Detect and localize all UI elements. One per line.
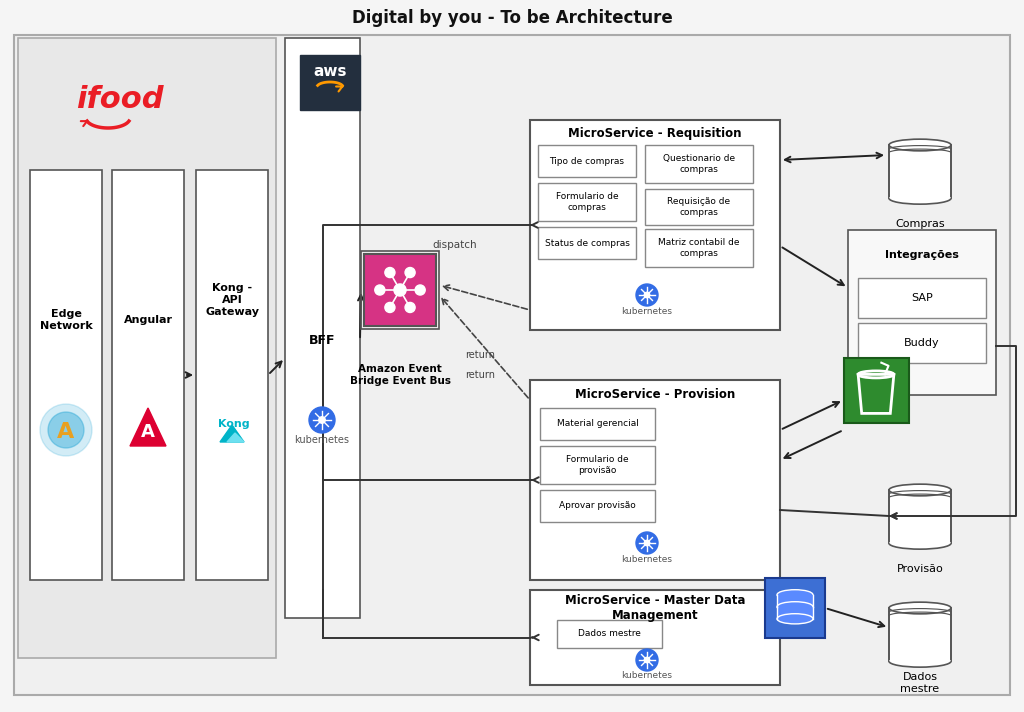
Ellipse shape [777, 614, 813, 624]
Bar [645, 229, 753, 267]
Text: return: return [465, 370, 495, 380]
Text: Formulario de
provisão: Formulario de provisão [566, 455, 629, 475]
Text: Questionario de
compras: Questionario de compras [663, 155, 735, 174]
Polygon shape [220, 425, 244, 442]
Bar [777, 607, 813, 619]
Text: kubernetes: kubernetes [622, 555, 673, 563]
Text: aws: aws [313, 65, 347, 80]
Bar [540, 408, 655, 440]
Text: Kong -
API
Gateway: Kong - API Gateway [205, 283, 259, 317]
Bar [889, 608, 951, 661]
Text: SAP: SAP [911, 293, 933, 303]
Text: dispatch: dispatch [433, 240, 477, 250]
Circle shape [318, 417, 326, 423]
Text: Provisão: Provisão [897, 564, 943, 574]
Ellipse shape [777, 602, 813, 612]
Text: MicroService - Master Data
Management: MicroService - Master Data Management [565, 594, 745, 622]
Bar [765, 578, 825, 638]
Text: A: A [141, 423, 155, 441]
Circle shape [644, 657, 650, 663]
Bar [364, 254, 436, 326]
Circle shape [636, 284, 658, 306]
Circle shape [309, 407, 335, 433]
Text: Digital by you - To be Architecture: Digital by you - To be Architecture [351, 9, 673, 27]
Ellipse shape [889, 139, 951, 151]
Text: Buddy: Buddy [904, 338, 940, 348]
Circle shape [40, 404, 92, 456]
Text: Aprovar provisão: Aprovar provisão [559, 501, 636, 511]
Text: Amazon Event
Bridge Event Bus: Amazon Event Bridge Event Bus [349, 365, 451, 386]
Text: Requisição de
compras: Requisição de compras [668, 197, 730, 216]
Bar [777, 595, 813, 607]
Text: kubernetes: kubernetes [295, 435, 349, 445]
Bar [18, 38, 276, 658]
Bar [530, 590, 780, 685]
Text: kubernetes: kubernetes [622, 671, 673, 681]
Polygon shape [227, 433, 244, 442]
Bar [538, 183, 636, 221]
Text: Edge
Network: Edge Network [40, 309, 92, 331]
Text: Integrações: Integrações [885, 250, 958, 260]
Bar [540, 446, 655, 484]
Text: Formulario de
compras: Formulario de compras [556, 192, 618, 211]
Bar [848, 230, 996, 395]
Ellipse shape [889, 538, 951, 549]
Bar [889, 490, 951, 543]
Circle shape [385, 268, 395, 278]
Text: Dados
mestre: Dados mestre [900, 672, 940, 693]
Text: Tipo de compras: Tipo de compras [550, 157, 625, 165]
Text: BFF: BFF [309, 333, 335, 347]
Circle shape [385, 303, 395, 313]
Text: Angular: Angular [124, 315, 172, 325]
Ellipse shape [889, 656, 951, 667]
Text: MicroService - Provision: MicroService - Provision [574, 387, 735, 400]
Ellipse shape [889, 484, 951, 496]
Bar [196, 170, 268, 580]
Ellipse shape [889, 602, 951, 614]
Circle shape [415, 285, 425, 295]
Bar [285, 38, 360, 618]
Text: Kong: Kong [218, 419, 250, 429]
Circle shape [644, 540, 650, 546]
Bar [361, 251, 439, 329]
Bar [858, 278, 986, 318]
Circle shape [394, 284, 407, 296]
Text: Compras: Compras [895, 219, 945, 229]
Bar [540, 490, 655, 522]
Text: Material gerencial: Material gerencial [557, 419, 638, 429]
Bar [538, 227, 636, 259]
Bar [645, 145, 753, 183]
Text: Dados mestre: Dados mestre [579, 629, 641, 639]
Bar [530, 380, 780, 580]
Ellipse shape [777, 590, 813, 600]
Circle shape [48, 412, 84, 448]
Circle shape [375, 285, 385, 295]
Bar [30, 170, 102, 580]
Text: ifood: ifood [76, 85, 164, 115]
Bar [530, 120, 780, 330]
Circle shape [636, 532, 658, 554]
Bar [557, 620, 662, 648]
Circle shape [406, 303, 415, 313]
Circle shape [636, 649, 658, 671]
Bar [889, 145, 951, 199]
Text: A: A [57, 422, 75, 442]
Circle shape [644, 292, 650, 298]
Circle shape [406, 268, 415, 278]
Bar [844, 357, 908, 422]
Bar [645, 189, 753, 225]
Text: kubernetes: kubernetes [622, 306, 673, 315]
Text: return: return [465, 350, 495, 360]
Bar [538, 145, 636, 177]
Text: Status de compras: Status de compras [545, 239, 630, 248]
Bar [112, 170, 184, 580]
Ellipse shape [889, 192, 951, 204]
Bar [858, 323, 986, 363]
Polygon shape [130, 408, 166, 446]
Bar [300, 55, 360, 110]
Text: Matriz contabil de
compras: Matriz contabil de compras [658, 239, 739, 258]
Text: MicroService - Requisition: MicroService - Requisition [568, 127, 741, 140]
